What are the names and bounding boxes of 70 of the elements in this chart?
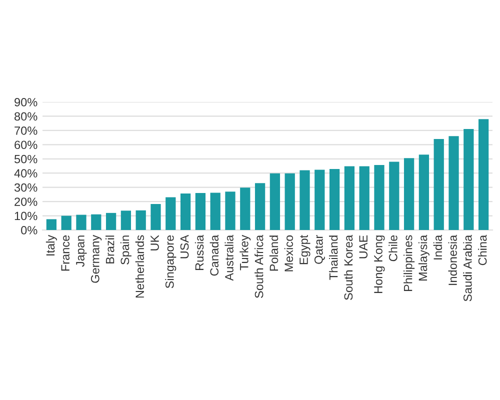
bar <box>166 197 176 230</box>
x-tick-label: Turkey <box>240 234 251 270</box>
y-tick-label: 70% <box>14 126 38 135</box>
x-tick-label: Qatar <box>314 235 325 264</box>
bar <box>389 162 400 230</box>
x-tick-label: Malaysia <box>418 234 430 280</box>
bar <box>478 119 489 230</box>
x-tick-label: Poland <box>269 236 278 271</box>
bar <box>91 214 102 230</box>
x-tick-label: Indonesia <box>448 234 457 285</box>
bar <box>359 166 370 230</box>
bar <box>464 129 474 230</box>
bar <box>270 173 280 230</box>
x-tick-label: Singapore <box>165 235 176 288</box>
bar <box>180 193 191 230</box>
x-tick-label: Philippines <box>404 235 415 291</box>
bar <box>344 166 355 230</box>
y-tick-label: 80% <box>14 112 38 121</box>
x-tick-label: Thailand <box>329 236 338 280</box>
bar <box>210 192 220 230</box>
x-tick-label: India <box>433 234 442 260</box>
y-tick-label: 50% <box>14 154 38 164</box>
bar <box>120 210 132 230</box>
bar <box>240 188 250 230</box>
bar <box>76 214 86 230</box>
bar <box>195 193 206 230</box>
x-tick-label: China <box>478 234 487 266</box>
x-tick-label: Hong Kong <box>374 236 385 293</box>
x-tick-label: Italy <box>46 234 57 256</box>
bar <box>225 192 236 230</box>
x-tick-label: Brazil <box>106 236 114 264</box>
bar <box>61 216 72 230</box>
bar <box>150 204 161 230</box>
x-tick-label: Saudi Arabia <box>463 234 472 302</box>
y-tick-label: 30% <box>14 183 38 192</box>
x-tick-label: UAE <box>359 235 368 258</box>
y-tick-label: 20% <box>14 198 38 206</box>
bar <box>136 210 146 230</box>
bar <box>374 165 384 230</box>
x-tick-label: Egypt <box>300 234 310 264</box>
bar <box>448 136 459 230</box>
x-tick-label: Canada <box>210 234 219 276</box>
x-tick-label: Russia <box>194 234 204 270</box>
y-tick-label: 10% <box>14 212 38 220</box>
y-tick-label: 60% <box>14 140 38 150</box>
x-tick-label: South Korea <box>344 234 353 300</box>
y-tick-label: 0% <box>21 226 38 234</box>
bar <box>254 183 266 230</box>
bar <box>106 212 116 230</box>
bar <box>46 219 57 230</box>
x-tick-label: Chile <box>388 235 398 262</box>
bar <box>329 168 340 230</box>
bar <box>418 154 430 230</box>
x-tick-label: Netherlands <box>135 235 144 298</box>
x-tick-label: UK <box>150 234 159 250</box>
x-tick-label: France <box>61 235 70 271</box>
x-tick-label: Mexico <box>284 235 294 272</box>
bar <box>300 170 310 230</box>
y-tick-label: 90% <box>14 98 38 106</box>
bar <box>314 170 325 230</box>
x-tick-label: Germany <box>90 234 102 283</box>
bar <box>404 158 414 230</box>
bar <box>284 173 295 230</box>
y-tick-label: 40% <box>14 169 38 178</box>
x-tick-label: Japan <box>76 236 87 267</box>
bar <box>434 138 444 230</box>
x-tick-label: USA <box>180 234 189 258</box>
x-tick-label: Australia <box>224 234 234 281</box>
x-tick-label: South Africa <box>254 234 264 298</box>
x-tick-label: Spain <box>120 236 132 265</box>
